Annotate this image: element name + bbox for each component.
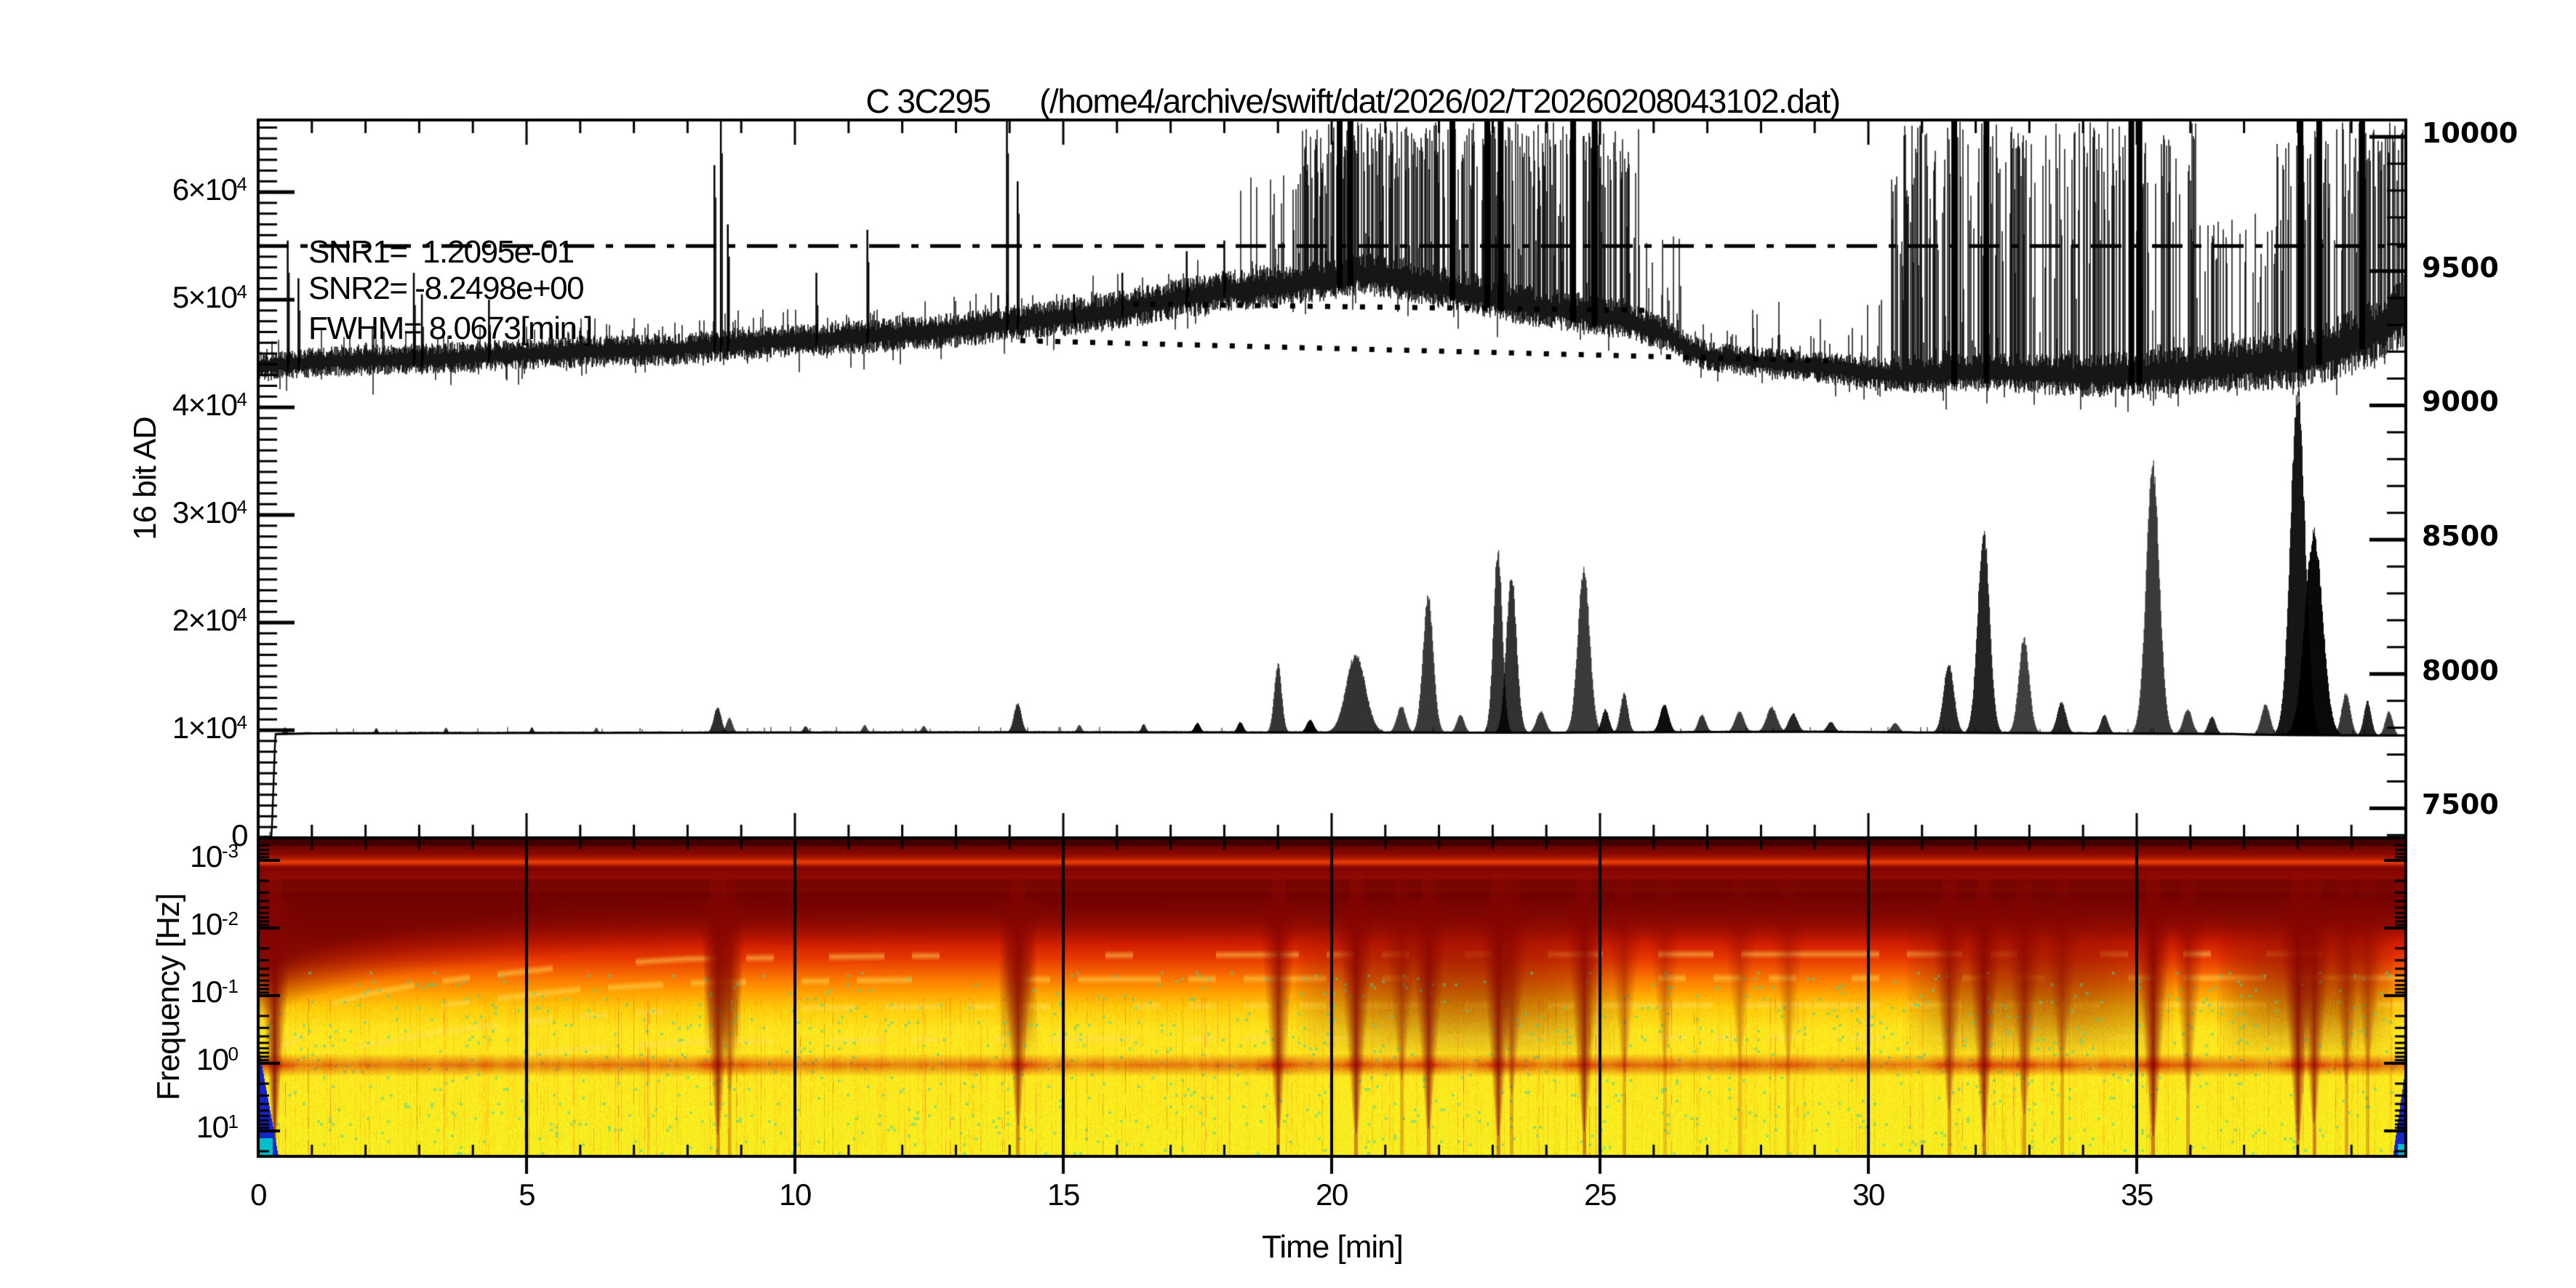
y-right-tick-label: 10000 [2422,117,2519,150]
x-tick-label: 5 [519,1177,535,1212]
y-right-tick-label: 9000 [2422,385,2499,418]
x-tick-label: 10 [779,1177,812,1212]
y-left-tick-label: 6×104 [172,172,247,207]
fwhm-annotation: FWHM= 8.0673[min.] [308,311,593,346]
x-tick-label: 30 [1852,1177,1885,1212]
y-right-tick-label: 8500 [2422,520,2499,553]
x-tick-label: 35 [2121,1177,2153,1212]
y-left-tick-label: 3×104 [172,495,247,530]
x-tick-label: 20 [1316,1177,1348,1212]
y-left-tick-label: 5×104 [172,280,247,315]
y-freq-tick-label: 10-1 [190,975,239,1009]
snr2-annotation: SNR2= -8.2498e+00 [308,271,585,306]
y-left-tick-label: 2×104 [172,603,247,638]
y-freq-tick-label: 101 [196,1110,239,1144]
y-freq-tick-label: 10-3 [190,839,239,873]
y-right-tick-label: 8000 [2422,654,2499,687]
plot-title: C 3C295 (/home4/archive/swift/dat/2026/0… [865,82,1841,120]
y-left-tick-label: 0 [231,818,248,852]
y-right-tick-label: 9500 [2422,251,2499,284]
x-tick-label: 25 [1584,1177,1617,1212]
y-freq-tick-label: 100 [196,1042,239,1076]
y-left-tick-label: 1×104 [172,711,247,745]
snr1-annotation: SNR1= 1.2095e-01 [308,234,575,270]
x-axis-label: Time [min] [1262,1229,1404,1265]
y-left-tick-label: 4×104 [172,388,247,423]
y-freq-tick-label: 10-2 [190,907,239,941]
y-right-tick-label: 7500 [2422,788,2499,821]
x-tick-label: 0 [250,1177,267,1212]
x-tick-label: 15 [1047,1177,1080,1212]
